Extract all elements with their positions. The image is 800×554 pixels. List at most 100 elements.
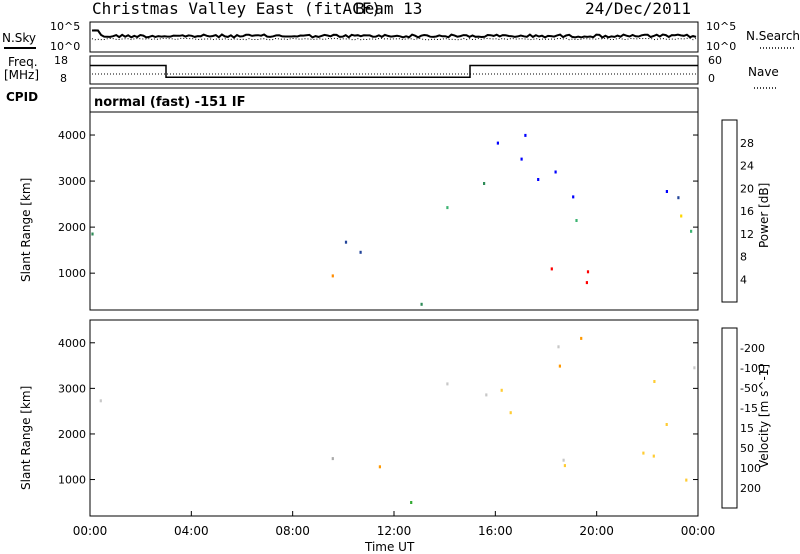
velocity-panel: 1000 2000 3000 4000 Slant Range [km] 200 100… bbox=[19, 319, 771, 554]
velocity-ylabel: Slant Range [km] bbox=[19, 386, 33, 490]
beam-label: Beam 13 bbox=[355, 0, 422, 18]
x-tick-label: 20:00 bbox=[579, 524, 614, 538]
x-tick-label: 00:00 bbox=[681, 524, 716, 538]
velocity-cell bbox=[485, 393, 488, 397]
nsky-noise-line bbox=[91, 29, 697, 39]
freq-left-unit: [MHz] bbox=[4, 68, 39, 82]
power-ytick-label: 3000 bbox=[58, 175, 86, 188]
power-cell bbox=[575, 219, 578, 222]
velocity-ytick-label: 3000 bbox=[58, 382, 86, 395]
x-tick-label: 12:00 bbox=[377, 524, 412, 538]
power-cell bbox=[359, 250, 362, 254]
nsearch-right-label: N.Search bbox=[746, 29, 800, 43]
power-colorbar-tick: 28 bbox=[740, 137, 754, 150]
velocity-cell bbox=[509, 411, 512, 415]
power-ytick-label: 2000 bbox=[58, 221, 86, 234]
velocity-colorbar-tick: -100 bbox=[740, 362, 765, 375]
date-label: 24/Dec/2011 bbox=[585, 0, 691, 18]
power-colorbar-label: Power [dB] bbox=[757, 183, 771, 248]
x-tick-label: 08:00 bbox=[275, 524, 310, 538]
velocity-cell bbox=[580, 336, 583, 340]
velocity-heatmap bbox=[99, 336, 696, 504]
power-cell bbox=[550, 267, 553, 271]
time-x-axis: 00:00 04:00 08:00 12:00 16:00 20:00 00:00 bbox=[73, 511, 716, 538]
nave-tick-bottom: 0 bbox=[708, 72, 715, 85]
velocity-colorbar-tick: -15 bbox=[740, 402, 758, 415]
power-cell bbox=[690, 229, 693, 233]
velocity-colorbar-tick: -50 bbox=[740, 382, 758, 395]
power-ytick-label: 4000 bbox=[58, 129, 86, 142]
power-ytick-label: 1000 bbox=[58, 267, 86, 280]
cpid-text: normal (fast) -151 IF bbox=[94, 95, 245, 110]
velocity-cell bbox=[558, 364, 561, 368]
freq-strip-frame bbox=[89, 55, 699, 85]
power-ylabel: Slant Range [km] bbox=[19, 178, 33, 282]
power-cell bbox=[680, 214, 683, 218]
power-colorbar-tick: 16 bbox=[740, 205, 754, 218]
power-cell bbox=[537, 178, 540, 181]
nsky-left-label: N.Sky bbox=[2, 31, 36, 45]
power-cell bbox=[344, 240, 348, 244]
power-cell bbox=[483, 182, 486, 185]
velocity-colorbar-tick: -200 bbox=[740, 342, 765, 355]
nsky-tick-bottom: 10^0 bbox=[50, 40, 80, 53]
power-colorbar-frame bbox=[721, 119, 738, 303]
velocity-cell bbox=[378, 465, 381, 469]
velocity-cell bbox=[665, 423, 668, 426]
velocity-cell bbox=[500, 388, 503, 392]
velocity-cell bbox=[685, 478, 688, 482]
power-cell bbox=[585, 281, 588, 285]
velocity-colorbar-tick: 100 bbox=[740, 462, 761, 475]
velocity-cell bbox=[99, 399, 102, 403]
x-axis-label: Time UT bbox=[364, 540, 415, 554]
velocity-cell bbox=[652, 454, 655, 458]
velocity-colorbar-tick: 200 bbox=[740, 482, 761, 495]
x-tick-label: 00:00 bbox=[73, 524, 108, 538]
power-cell bbox=[331, 274, 334, 278]
velocity-cell bbox=[693, 366, 696, 370]
power-heatmap bbox=[91, 133, 693, 306]
velocity-ytick-label: 4000 bbox=[58, 337, 86, 350]
power-y-axis: 1000 2000 3000 4000 bbox=[58, 129, 698, 280]
power-cell bbox=[496, 141, 499, 145]
x-tick-label: 16:00 bbox=[478, 524, 513, 538]
nsearch-noise-line bbox=[91, 37, 697, 41]
velocity-colorbar-frame bbox=[721, 327, 738, 509]
nsearch-tick-top: 10^5 bbox=[706, 20, 736, 33]
nsky-strip-frame bbox=[89, 21, 699, 53]
power-cell bbox=[520, 157, 523, 161]
power-cell bbox=[677, 196, 680, 200]
nsearch-tick-bottom: 10^0 bbox=[706, 40, 736, 53]
power-colorbar: 4 8 12 16 20 24 28 bbox=[721, 119, 754, 303]
power-cell bbox=[586, 270, 590, 274]
power-panel-frame bbox=[89, 111, 699, 311]
velocity-cell bbox=[562, 458, 565, 462]
power-cell bbox=[446, 206, 449, 210]
power-panel: 1000 2000 3000 4000 Slant Range [km] 4 8 12 16… bbox=[19, 111, 771, 311]
power-cell bbox=[524, 133, 527, 137]
power-cell bbox=[665, 190, 668, 193]
velocity-colorbar-tick: 50 bbox=[740, 442, 754, 455]
power-cell bbox=[91, 232, 94, 236]
nave-tick-top: 60 bbox=[708, 54, 722, 67]
power-cell bbox=[554, 170, 557, 174]
velocity-panel-frame bbox=[89, 319, 699, 517]
velocity-cell bbox=[642, 451, 645, 455]
freq-left-label: Freq. bbox=[8, 55, 38, 69]
nave-right-label: Nave bbox=[748, 65, 779, 79]
freq-tick-top: 18 bbox=[54, 54, 68, 67]
velocity-cell bbox=[331, 457, 334, 461]
velocity-ytick-label: 1000 bbox=[58, 474, 86, 487]
velocity-colorbar: 200 100 50 15 -15 -50 -100 -200 bbox=[721, 327, 765, 509]
velocity-cell bbox=[557, 345, 560, 349]
freq-tick-bottom: 8 bbox=[60, 72, 67, 85]
power-colorbar-tick: 8 bbox=[740, 251, 747, 264]
x-tick-label: 04:00 bbox=[174, 524, 209, 538]
power-colorbar-tick: 24 bbox=[740, 160, 754, 173]
plot-title: Christmas Valley East (fitACF) bbox=[92, 0, 381, 18]
velocity-colorbar-label: Velocity [m s^-1] bbox=[757, 364, 771, 468]
cpid-label: CPID bbox=[6, 90, 38, 104]
frequency-line bbox=[90, 64, 698, 78]
velocity-ytick-label: 2000 bbox=[58, 428, 86, 441]
velocity-cell bbox=[563, 464, 566, 468]
